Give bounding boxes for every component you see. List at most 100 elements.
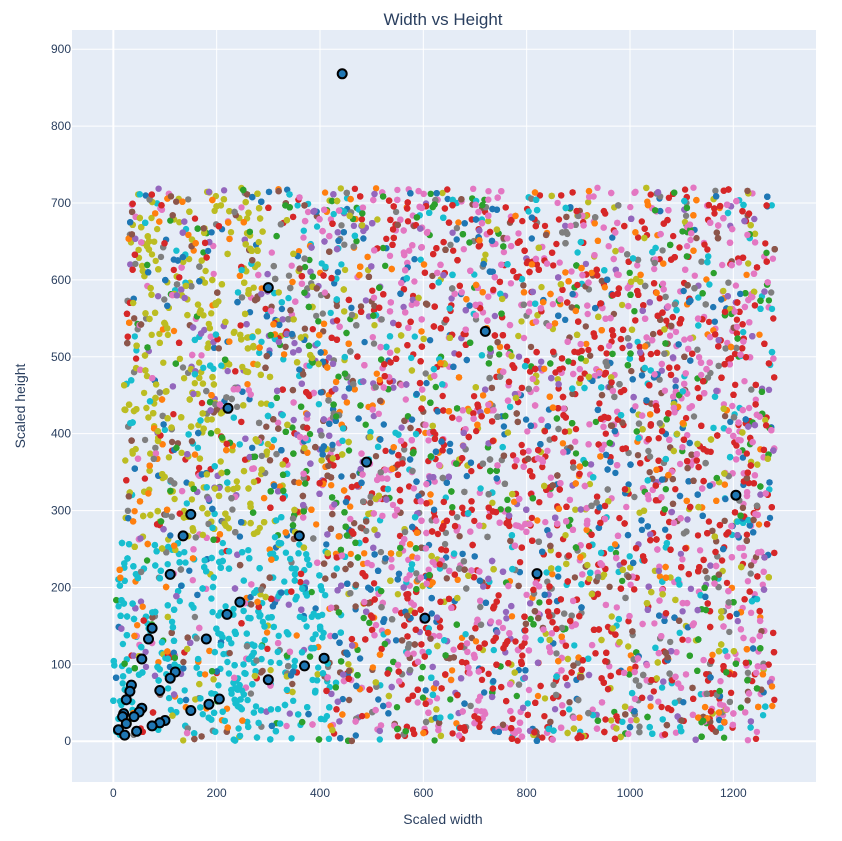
cloud-point bbox=[720, 288, 726, 294]
cloud-point bbox=[144, 557, 150, 563]
cloud-point bbox=[523, 416, 529, 422]
cloud-point bbox=[619, 345, 625, 351]
cloud-point bbox=[208, 229, 214, 235]
cloud-point bbox=[411, 602, 417, 608]
cloud-point bbox=[290, 698, 296, 704]
cloud-point bbox=[768, 289, 774, 295]
cloud-point bbox=[697, 547, 703, 553]
cloud-point bbox=[647, 703, 653, 709]
cloud-point bbox=[373, 384, 379, 390]
cloud-point bbox=[538, 359, 544, 365]
cloud-point bbox=[403, 396, 409, 402]
cloud-point bbox=[209, 609, 215, 615]
cloud-point bbox=[719, 262, 725, 268]
cloud-point bbox=[367, 500, 373, 506]
cloud-point bbox=[133, 355, 139, 361]
cloud-point bbox=[619, 719, 625, 725]
cloud-point bbox=[423, 380, 429, 386]
cloud-point bbox=[289, 681, 295, 687]
cloud-point bbox=[316, 401, 322, 407]
cloud-point bbox=[382, 448, 388, 454]
cloud-point bbox=[534, 517, 540, 523]
cloud-point bbox=[371, 340, 377, 346]
cloud-point bbox=[524, 428, 530, 434]
cloud-point bbox=[770, 256, 776, 262]
cloud-point bbox=[485, 671, 491, 677]
cloud-point bbox=[562, 429, 568, 435]
cloud-point bbox=[122, 457, 128, 463]
cloud-point bbox=[291, 340, 297, 346]
cloud-point bbox=[754, 729, 760, 735]
cloud-point bbox=[283, 723, 289, 729]
cloud-point bbox=[603, 431, 609, 437]
cloud-point bbox=[334, 303, 340, 309]
cloud-point bbox=[423, 370, 429, 376]
cloud-point bbox=[536, 499, 542, 505]
cloud-point bbox=[294, 632, 300, 638]
cloud-point bbox=[634, 262, 640, 268]
cloud-point bbox=[323, 541, 329, 547]
cloud-point bbox=[378, 549, 384, 555]
cloud-point bbox=[454, 236, 460, 242]
cloud-point bbox=[745, 260, 751, 266]
cloud-point bbox=[442, 541, 448, 547]
cloud-point bbox=[394, 704, 400, 710]
cloud-point bbox=[322, 592, 328, 598]
cloud-point bbox=[169, 439, 175, 445]
cloud-point bbox=[383, 236, 389, 242]
cloud-point bbox=[542, 223, 548, 229]
cloud-point bbox=[173, 248, 179, 254]
cloud-point bbox=[745, 670, 751, 676]
cloud-point bbox=[178, 450, 184, 456]
cloud-point bbox=[681, 336, 687, 342]
cloud-point bbox=[748, 386, 754, 392]
cloud-point bbox=[423, 687, 429, 693]
cloud-point bbox=[286, 273, 292, 279]
cloud-point bbox=[371, 295, 377, 301]
cloud-point bbox=[202, 268, 208, 274]
cloud-point bbox=[517, 559, 523, 565]
cloud-point bbox=[552, 706, 558, 712]
cloud-point bbox=[473, 428, 479, 434]
cloud-point bbox=[616, 515, 622, 521]
cloud-point bbox=[329, 442, 335, 448]
cloud-point bbox=[153, 258, 159, 264]
cloud-point bbox=[606, 584, 612, 590]
cloud-point bbox=[393, 209, 399, 215]
cloud-point bbox=[550, 262, 556, 268]
cloud-point bbox=[154, 226, 160, 232]
cloud-point bbox=[635, 452, 641, 458]
cloud-point bbox=[709, 652, 715, 658]
cloud-point bbox=[560, 440, 566, 446]
cloud-point bbox=[449, 667, 455, 673]
cloud-point bbox=[707, 483, 713, 489]
cloud-point bbox=[766, 297, 772, 303]
cloud-point bbox=[706, 281, 712, 287]
cloud-point bbox=[400, 304, 406, 310]
cloud-point bbox=[693, 235, 699, 241]
cloud-point bbox=[412, 333, 418, 339]
cloud-point bbox=[541, 713, 547, 719]
cloud-point bbox=[338, 222, 344, 228]
cloud-point bbox=[745, 578, 751, 584]
cloud-point bbox=[173, 445, 179, 451]
cloud-point bbox=[206, 321, 212, 327]
cloud-point bbox=[573, 450, 579, 456]
cloud-point bbox=[331, 211, 337, 217]
cloud-point bbox=[169, 619, 175, 625]
cloud-point bbox=[663, 318, 669, 324]
cloud-point bbox=[314, 223, 320, 229]
cloud-point bbox=[627, 270, 633, 276]
cloud-point bbox=[431, 507, 437, 513]
cloud-point bbox=[170, 411, 176, 417]
cloud-point bbox=[717, 678, 723, 684]
cloud-point bbox=[501, 249, 507, 255]
cloud-point bbox=[456, 533, 462, 539]
cloud-point bbox=[225, 368, 231, 374]
cloud-point bbox=[238, 204, 244, 210]
cloud-point bbox=[681, 288, 687, 294]
cloud-point bbox=[142, 475, 148, 481]
cloud-point bbox=[501, 423, 507, 429]
cloud-point bbox=[726, 629, 732, 635]
cloud-point bbox=[264, 646, 270, 652]
